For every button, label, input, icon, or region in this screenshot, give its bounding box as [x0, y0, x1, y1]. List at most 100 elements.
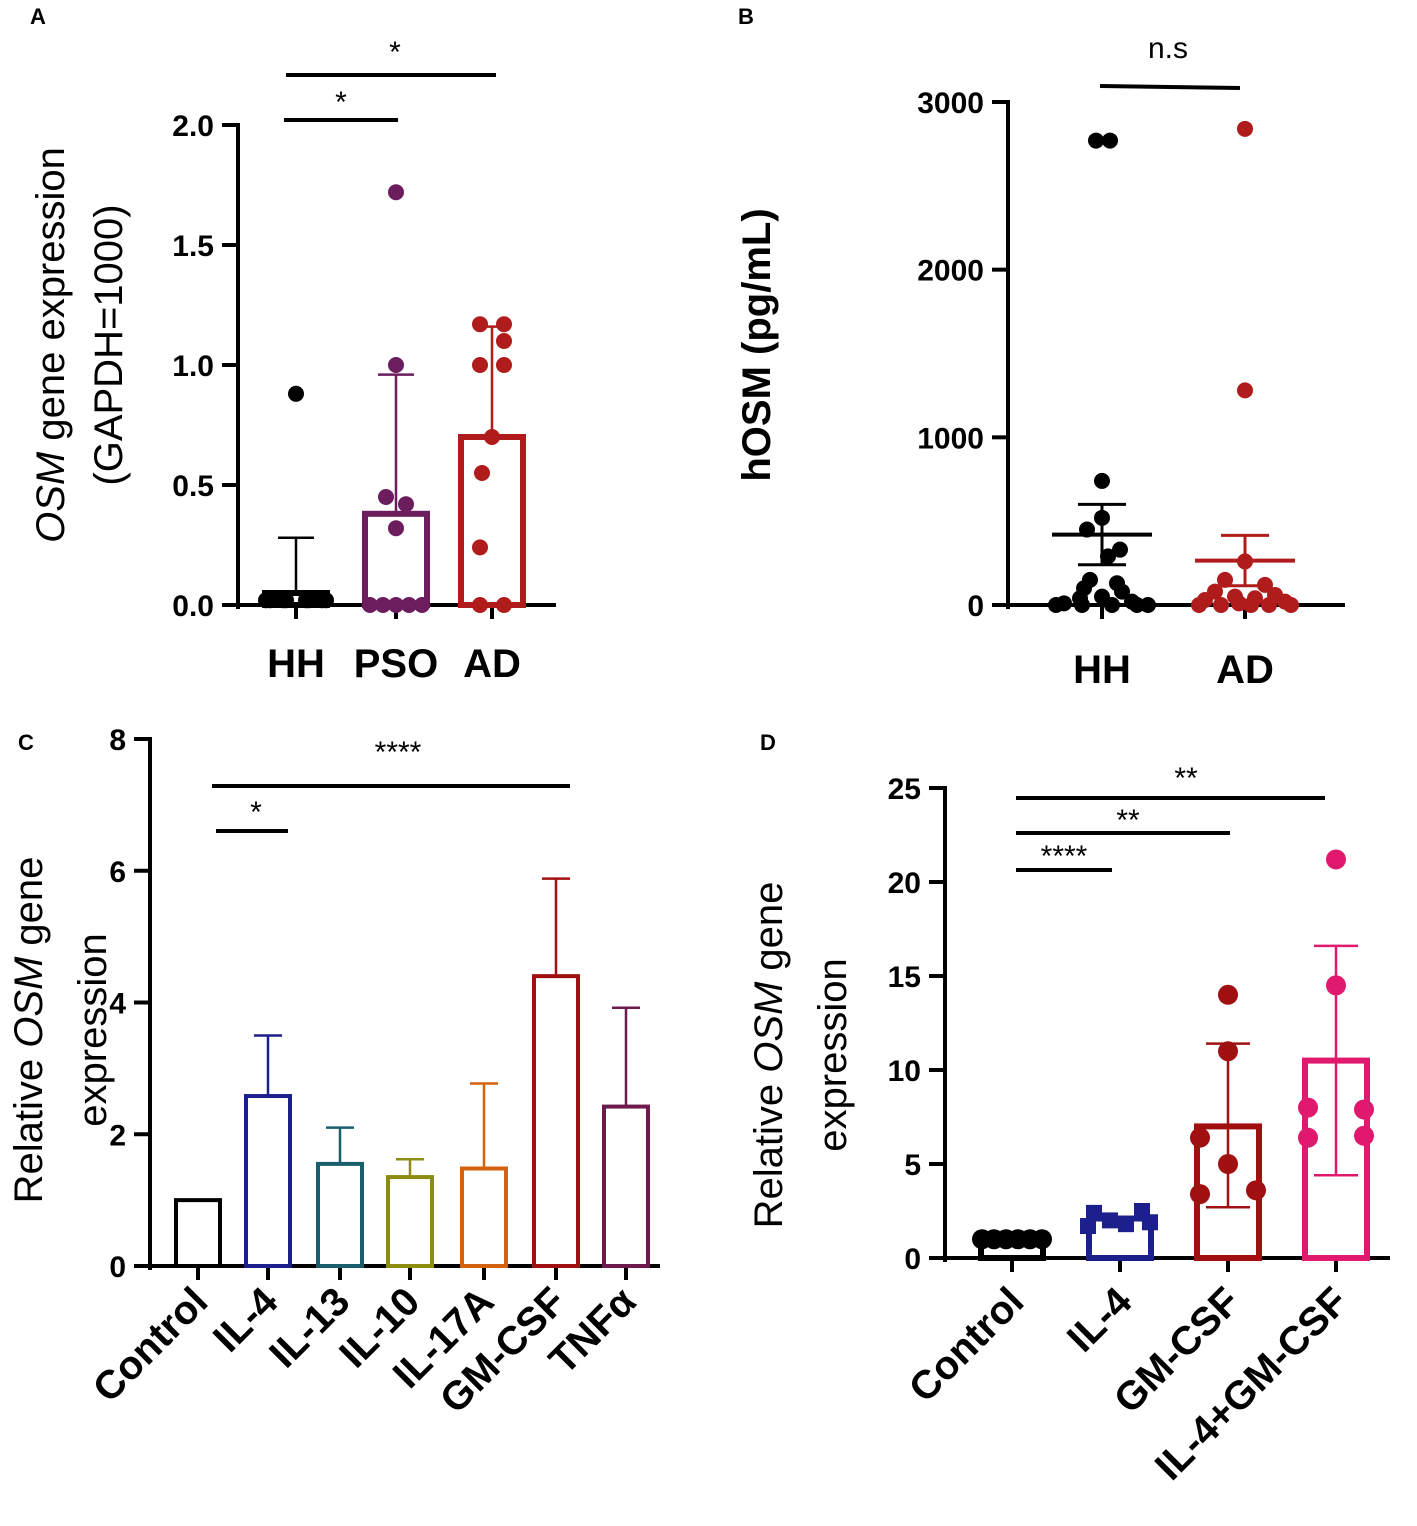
panel-d-ylabel-rest: gene	[747, 882, 791, 982]
panel-b-point	[1094, 472, 1110, 489]
panel-d-point	[1218, 1041, 1238, 1062]
panel-c-bars	[174, 877, 650, 1269]
panel-a-category-label: PSO	[354, 642, 438, 686]
panel-d-y-tick-label: 15	[888, 961, 921, 994]
panel-d-point	[1190, 1127, 1210, 1148]
panel-a-point	[298, 592, 314, 609]
panel-b-ylabel: hOSM (pg/mL)	[735, 208, 779, 481]
panel-d-y-tick-label: 20	[888, 867, 921, 900]
panel-b-point	[1104, 597, 1120, 613]
panel-b-point	[1243, 597, 1259, 613]
panel-d-category-label: Control	[901, 1279, 1033, 1411]
panel-a-point	[388, 520, 404, 537]
panel-c-bar	[532, 974, 580, 1269]
panel-d-sig-label: **	[1116, 804, 1140, 837]
panel-c-bar	[316, 1161, 364, 1269]
panel-a-point	[362, 597, 378, 613]
panel-a-category-label: HH	[267, 642, 325, 686]
panel-a-points	[258, 184, 512, 613]
panel-b-point	[1114, 583, 1130, 600]
panel-b-point	[1074, 597, 1090, 613]
panel-a-point	[496, 333, 512, 349]
panel-d-category-label: IL-4	[1059, 1279, 1141, 1361]
panel-b-point	[1231, 595, 1247, 612]
panel-a-point	[496, 357, 512, 373]
panel-d-points	[972, 849, 1374, 1250]
panel-a-point	[388, 597, 404, 613]
panel-c-bar	[244, 1094, 292, 1268]
panel-a-point	[496, 316, 512, 333]
panel-a-point	[472, 316, 488, 333]
panel-a-point	[414, 597, 430, 613]
panel-c-y-tick-label: 4	[109, 988, 126, 1021]
panel-d-point	[1354, 1099, 1374, 1120]
panel-c: C 02468ControlIL-4IL-13IL-10IL-17AGM-CSF…	[7, 724, 660, 1422]
panel-c-bar	[602, 1104, 650, 1269]
panel-b-point	[1112, 541, 1128, 558]
panel-c-ylabel-italic: OSM	[7, 956, 51, 1048]
panel-a-point	[278, 592, 294, 609]
panel-d-point	[1118, 1216, 1134, 1233]
panel-a-y-tick-label: 2.0	[172, 110, 214, 143]
panel-d-y-tick-label: 10	[888, 1055, 921, 1088]
panel-b-significance: n.s	[1099, 32, 1241, 90]
panel-d-point	[1080, 1218, 1096, 1235]
panel-d-sig-label: ****	[1041, 840, 1088, 873]
panel-letter-c: C	[18, 730, 34, 755]
panel-a-axes: 0.0 0.5 1.0 1.5 2.0 HH PSO AD	[172, 110, 556, 686]
panel-b-point	[1140, 597, 1156, 613]
panel-c-bar	[174, 1198, 222, 1268]
panel-d-sig-label: **	[1174, 762, 1198, 795]
panel-a-point	[472, 597, 488, 613]
panel-a-ylabel-italic: OSM	[29, 451, 73, 543]
panel-d-significance: ********	[1016, 762, 1325, 873]
panel-d-point	[1102, 1212, 1118, 1229]
panel-b-sig-bracket	[1099, 84, 1241, 90]
panel-a-point	[388, 184, 404, 201]
panel-b-point	[1100, 548, 1116, 565]
panel-b-point	[1283, 597, 1299, 613]
panel-b-y-tick-label: 0	[967, 590, 984, 623]
panel-b-point	[1048, 597, 1064, 613]
panel-a-category-label: AD	[463, 642, 521, 686]
panel-letter-d: D	[760, 730, 776, 755]
panel-a-bar	[458, 434, 526, 608]
panel-c-category-label: IL-13	[261, 1279, 358, 1376]
panel-b-point	[1191, 597, 1207, 613]
panel-c-bar	[460, 1166, 508, 1269]
panel-a-ylabel: OSM gene expression	[29, 147, 73, 543]
panel-c-sig-label: ****	[375, 736, 422, 769]
panel-d-point	[1326, 975, 1346, 996]
panel-a-ylabel-line2: (GAPDH=1000)	[87, 204, 131, 485]
panel-b-y-tick-label: 3000	[917, 87, 984, 120]
panel-b-point	[1213, 597, 1229, 613]
panel-b-sig-label: n.s	[1148, 32, 1188, 65]
panel-b-y-tick-label: 2000	[917, 255, 984, 288]
panel-c-ylabel-pre: Relative	[7, 1048, 51, 1204]
panel-d-point	[1298, 1127, 1318, 1148]
panel-d-y-tick-label: 0	[904, 1243, 921, 1276]
panel-b-point	[1237, 382, 1253, 399]
panel-a-point	[472, 357, 488, 373]
panel-a-point	[401, 597, 417, 613]
panel-d-point	[1218, 984, 1238, 1005]
panel-a-point	[288, 385, 304, 402]
panel-c-y-tick-label: 2	[109, 1119, 126, 1152]
panel-a-y-tick-label: 0.0	[172, 590, 214, 623]
panel-d-point	[1142, 1214, 1158, 1231]
panel-d-point	[1246, 1180, 1266, 1201]
panel-a-y-tick-label: 1.5	[172, 230, 214, 263]
panel-b-points	[1048, 120, 1299, 613]
panel-c-category-label: Control	[85, 1279, 217, 1411]
panel-b-point	[1129, 597, 1145, 613]
panel-a-point	[318, 592, 334, 609]
panel-c-axes: 02468ControlIL-4IL-13IL-10IL-17AGM-CSFTN…	[85, 724, 660, 1422]
panel-c-bar	[386, 1175, 434, 1268]
panel-c-y-tick-label: 6	[109, 856, 126, 889]
panel-d-point	[1190, 1184, 1210, 1205]
panel-b-means	[1052, 502, 1295, 588]
panel-c-sig-label: *	[250, 796, 262, 829]
panel-c-ylabel-line2: expression	[71, 933, 115, 1126]
panel-b-point	[1102, 132, 1118, 149]
